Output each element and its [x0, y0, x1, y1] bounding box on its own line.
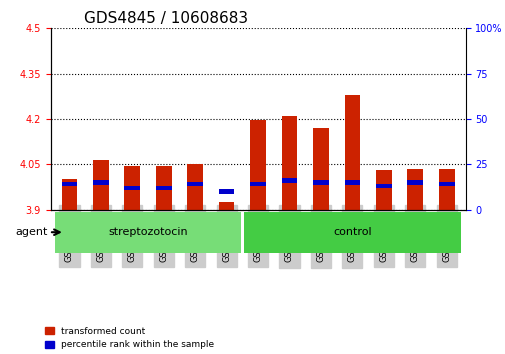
Bar	[62, 182, 77, 187]
Bar	[218, 189, 234, 194]
Bar	[344, 180, 360, 185]
Bar	[375, 170, 391, 210]
FancyBboxPatch shape	[243, 212, 460, 253]
Bar	[281, 116, 297, 210]
Text: agent: agent	[15, 227, 47, 237]
Bar	[407, 180, 422, 185]
Bar	[249, 120, 266, 210]
Bar	[249, 182, 266, 187]
Bar	[407, 169, 422, 210]
Bar	[93, 160, 109, 210]
Bar	[438, 182, 453, 187]
Bar	[438, 170, 453, 210]
Bar	[187, 182, 203, 187]
Bar	[187, 164, 203, 210]
Bar	[62, 179, 77, 210]
FancyBboxPatch shape	[55, 212, 240, 253]
Bar	[375, 184, 391, 188]
Bar	[313, 128, 328, 210]
Bar	[218, 202, 234, 210]
Legend: transformed count, percentile rank within the sample: transformed count, percentile rank withi…	[45, 327, 214, 349]
Bar	[281, 178, 297, 183]
Bar	[124, 166, 140, 210]
Bar	[344, 95, 360, 210]
Bar	[156, 185, 171, 190]
Bar	[93, 180, 109, 185]
Text: GDS4845 / 10608683: GDS4845 / 10608683	[84, 11, 247, 26]
Bar	[124, 185, 140, 190]
Bar	[313, 180, 328, 185]
Text: control: control	[332, 227, 371, 237]
Bar	[156, 166, 171, 210]
Text: streptozotocin: streptozotocin	[108, 227, 187, 237]
